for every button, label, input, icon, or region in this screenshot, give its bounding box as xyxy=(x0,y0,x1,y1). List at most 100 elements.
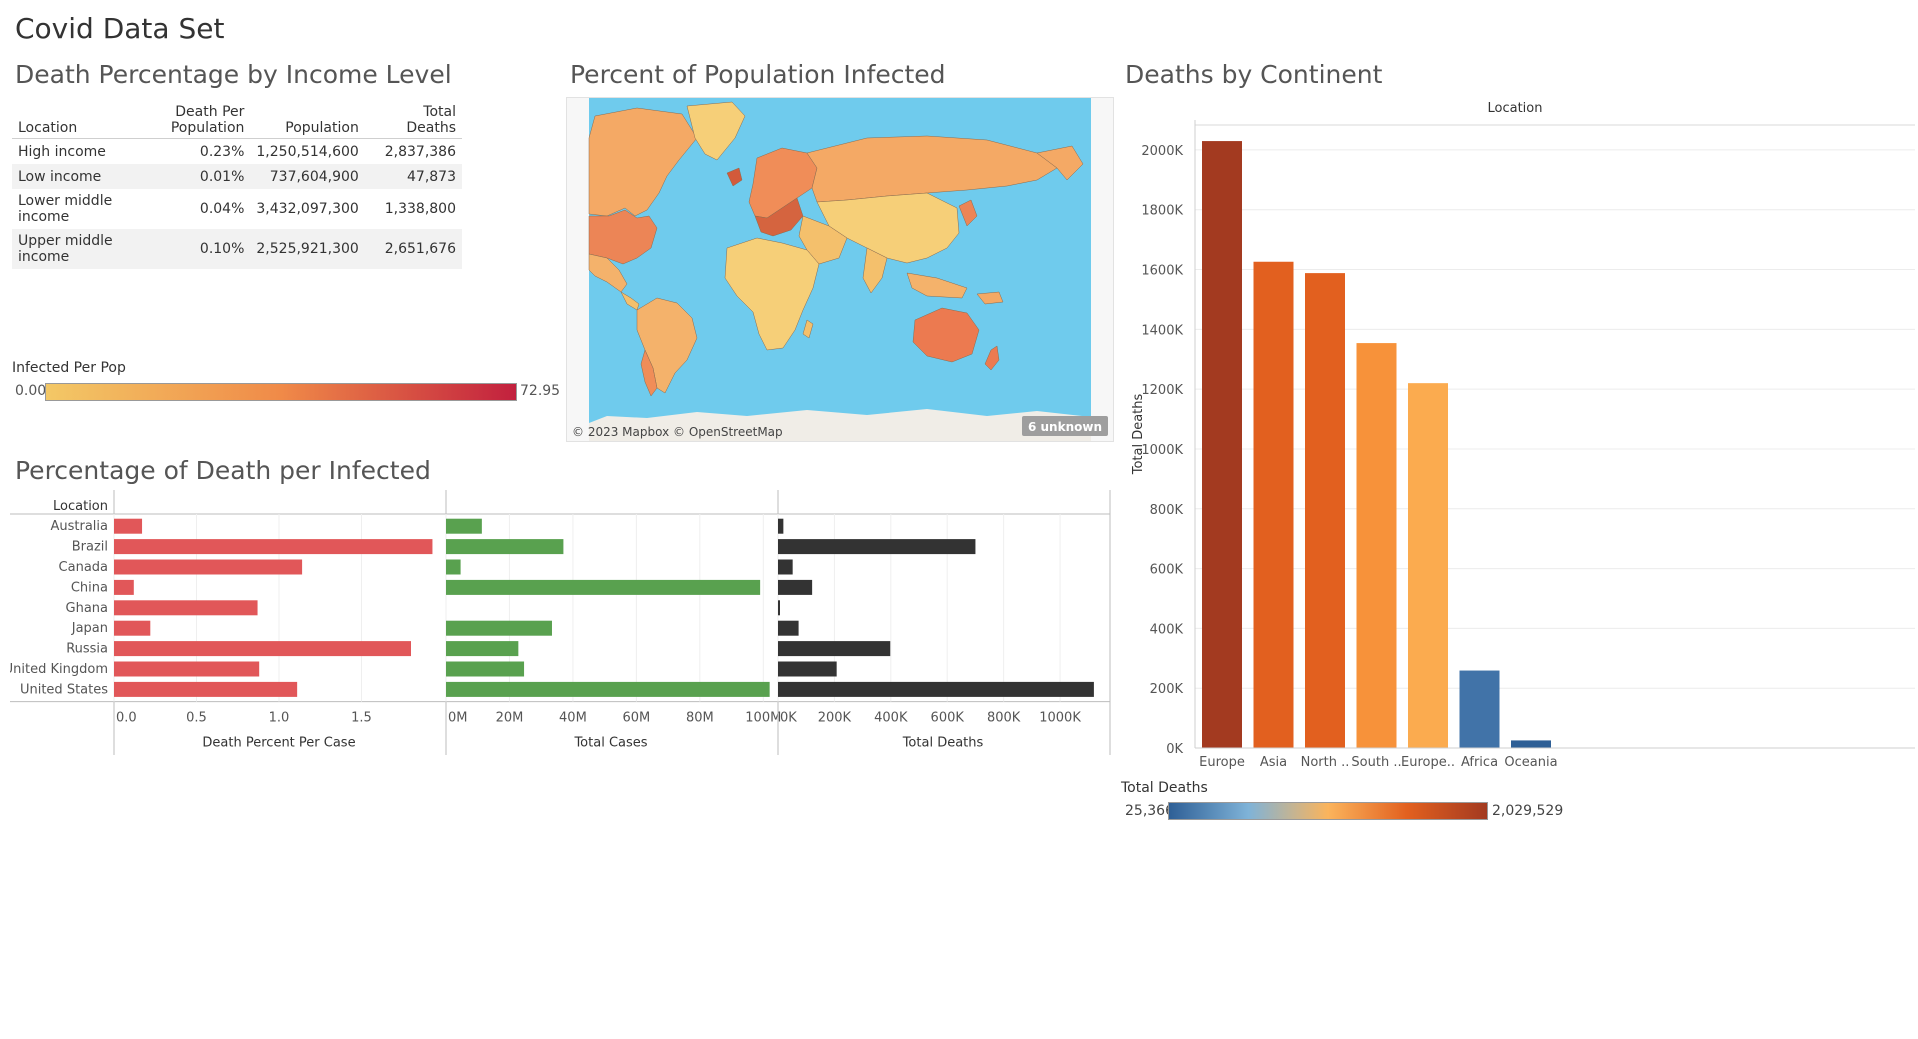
income-section-title: Death Percentage by Income Level xyxy=(15,60,452,89)
bar-europe[interactable] xyxy=(1202,141,1242,748)
x-tick-label: 800K xyxy=(987,711,1021,726)
dashboard-title: Covid Data Set xyxy=(15,12,225,45)
x-tick-label: 1.0 xyxy=(269,711,290,726)
cell-location: Upper middle income xyxy=(12,229,165,269)
unknown-badge[interactable]: 6 unknown xyxy=(1028,420,1102,434)
bar-total-cases-brazil[interactable] xyxy=(446,539,564,555)
cell-total-deaths: 2,651,676 xyxy=(364,229,462,269)
bar-death-percent-per-case-united-kingdom[interactable] xyxy=(114,661,260,677)
bar-south[interactable] xyxy=(1356,343,1397,748)
table-row[interactable]: Low income 0.01% 737,604,900 47,873 xyxy=(12,164,462,189)
country-greenland[interactable] xyxy=(686,101,746,161)
bar-total-cases-australia[interactable] xyxy=(446,518,482,534)
bar-total-deaths-united-kingdom[interactable] xyxy=(778,661,837,677)
antarctica xyxy=(589,409,1091,441)
row-label: Ghana xyxy=(66,601,109,616)
y-tick-label: 0K xyxy=(1166,742,1183,757)
country-iceland[interactable] xyxy=(726,167,743,187)
bar-death-percent-per-case-australia[interactable] xyxy=(114,518,143,534)
col-location: Location xyxy=(12,104,165,139)
x-axis-label: Total Deaths xyxy=(902,736,984,751)
continent-bar-chart[interactable]: Location 0K 200K 400K 600K 800K 1000K 1200K 1400… xyxy=(1110,90,1918,780)
map-container[interactable]: © 2023 Mapbox © OpenStreetMap 6 unknown xyxy=(566,97,1114,442)
bar-total-deaths-japan[interactable] xyxy=(778,620,799,636)
country-russia[interactable] xyxy=(806,135,1058,203)
x-tick-label: 0.5 xyxy=(186,711,207,726)
bar-total-cases-china[interactable] xyxy=(446,579,761,595)
country-chile[interactable] xyxy=(640,349,658,397)
infected-legend-gradient[interactable] xyxy=(45,383,517,401)
bar-death-percent-per-case-ghana[interactable] xyxy=(114,600,258,616)
y-tick-label: 200K xyxy=(1150,682,1184,697)
bar-asia[interactable] xyxy=(1253,261,1294,748)
cell-death-per-pop: 0.01% xyxy=(164,164,251,189)
bar-total-cases-canada[interactable] xyxy=(446,559,461,575)
table-row[interactable]: High income 0.23% 1,250,514,600 2,837,38… xyxy=(12,139,462,165)
country-japan[interactable] xyxy=(958,199,978,227)
bar-north[interactable] xyxy=(1305,273,1345,748)
table-row[interactable]: Upper middle income 0.10% 2,525,921,300 … xyxy=(12,229,462,269)
country-central-america[interactable] xyxy=(620,291,640,311)
x-tick-label: South .. xyxy=(1351,755,1401,770)
y-tick-label: 400K xyxy=(1150,622,1184,637)
bar-death-percent-per-case-japan[interactable] xyxy=(114,620,151,636)
x-tick-label: 40M xyxy=(559,711,587,726)
y-tick-label: 1400K xyxy=(1141,323,1183,338)
country-china-central-asia[interactable] xyxy=(816,192,960,264)
x-tick-label: Europe.. xyxy=(1401,755,1455,770)
map-attribution: © 2023 Mapbox © OpenStreetMap xyxy=(572,425,783,439)
bar-total-cases-russia[interactable] xyxy=(446,641,519,657)
bar-total-cases-united-states[interactable] xyxy=(446,681,770,697)
country-australia[interactable] xyxy=(912,307,980,363)
bar-total-deaths-united-states[interactable] xyxy=(778,681,1094,697)
bar-total-deaths-canada[interactable] xyxy=(778,559,793,575)
country-new-zealand[interactable] xyxy=(984,345,1000,371)
continent-section-title: Deaths by Continent xyxy=(1125,60,1383,89)
country-papua[interactable] xyxy=(976,291,1004,305)
country-africa[interactable] xyxy=(724,237,820,351)
bar-total-deaths-brazil[interactable] xyxy=(778,539,976,555)
cell-location: Lower middle income xyxy=(18,193,113,225)
row-label: United States xyxy=(20,682,108,697)
country-alaska[interactable] xyxy=(1036,145,1084,181)
country-canada[interactable] xyxy=(588,107,698,217)
continent-legend-max: 2,029,529 xyxy=(1492,803,1564,819)
row-label: Japan xyxy=(71,621,108,636)
country-india[interactable] xyxy=(862,247,888,294)
death-per-infected-chart[interactable]: Location Australia Brazil Canada China Ghana J… xyxy=(10,490,1115,760)
table-row[interactable]: Lower middle income 0.04% 3,432,097,300 … xyxy=(12,189,462,229)
row-header-location: Location xyxy=(53,499,108,514)
bar-death-percent-per-case-united-states[interactable] xyxy=(114,681,298,697)
country-southeast-asia[interactable] xyxy=(906,272,968,299)
bar-total-deaths-russia[interactable] xyxy=(778,641,891,657)
continent-legend-min: 25,366 xyxy=(1125,803,1174,819)
continent-legend-gradient[interactable] xyxy=(1168,802,1488,820)
country-madagascar[interactable] xyxy=(802,319,814,339)
x-tick-label: Africa xyxy=(1461,755,1498,770)
world-map[interactable]: © 2023 Mapbox © OpenStreetMap 6 unknown xyxy=(567,98,1113,441)
bar-total-deaths-australia[interactable] xyxy=(778,518,784,534)
x-tick-label: Oceania xyxy=(1504,755,1557,770)
bar-oceania[interactable] xyxy=(1511,740,1551,748)
bar-europe[interactable] xyxy=(1408,383,1448,748)
bar-death-percent-per-case-russia[interactable] xyxy=(114,641,411,657)
y-tick-label: 800K xyxy=(1150,503,1184,518)
bar-total-deaths-ghana[interactable] xyxy=(778,600,780,616)
country-middle-east[interactable] xyxy=(798,215,848,265)
bar-death-percent-per-case-canada[interactable] xyxy=(114,559,303,575)
x-tick-label: North .. xyxy=(1301,755,1350,770)
unknown-badge-bg[interactable] xyxy=(1022,416,1108,436)
bar-total-cases-united-kingdom[interactable] xyxy=(446,661,525,677)
row-label: Russia xyxy=(66,642,108,657)
y-tick-label: 1800K xyxy=(1141,204,1183,219)
continent-top-label: Location xyxy=(1488,101,1543,116)
bar-death-percent-per-case-brazil[interactable] xyxy=(114,539,433,555)
bar-death-percent-per-case-china[interactable] xyxy=(114,579,134,595)
map-section-title: Percent of Population Infected xyxy=(570,60,946,89)
col-population: Population xyxy=(250,104,365,139)
continent-legend-title: Total Deaths xyxy=(1121,780,1208,796)
x-tick-label: Asia xyxy=(1260,755,1287,770)
bar-total-cases-japan[interactable] xyxy=(446,620,552,636)
bar-total-deaths-china[interactable] xyxy=(778,579,813,595)
bar-africa[interactable] xyxy=(1459,670,1500,748)
